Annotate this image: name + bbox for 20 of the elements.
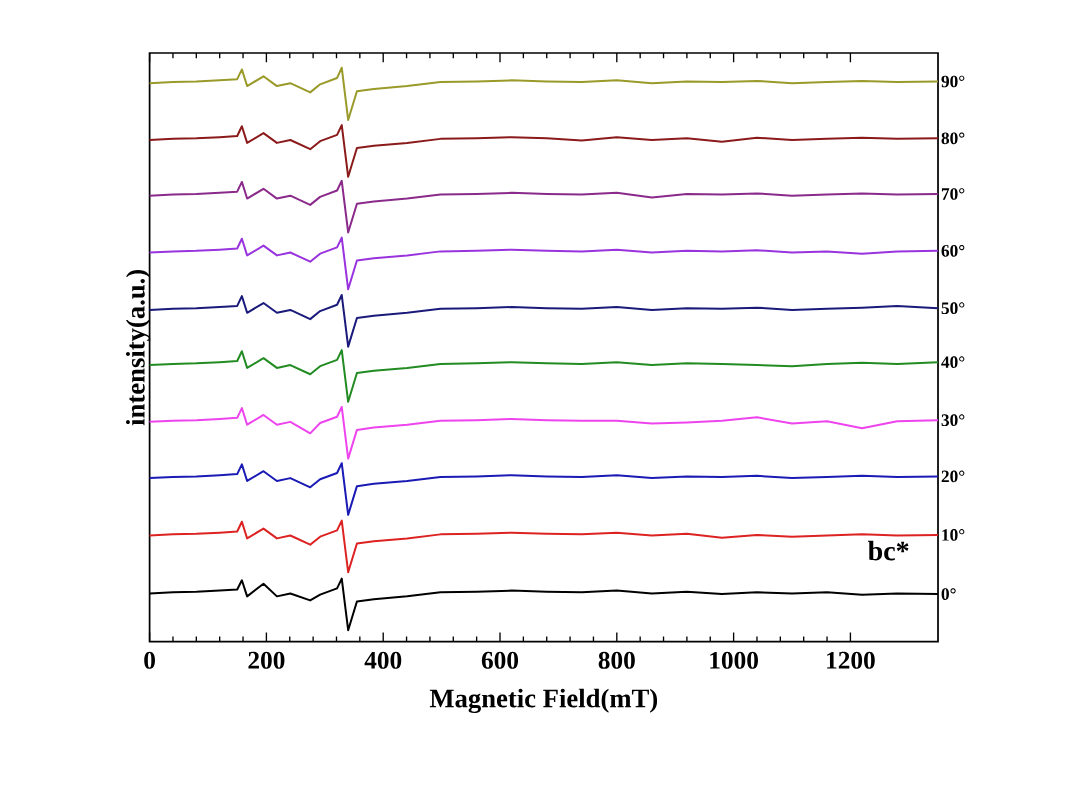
series-label: 40° xyxy=(941,356,965,369)
series-label: 20° xyxy=(941,470,965,483)
series-label: 90° xyxy=(941,75,965,88)
x-tick-label: 0 xyxy=(144,651,155,669)
series-label: 70° xyxy=(941,188,965,200)
series-label: 60° xyxy=(941,244,965,257)
x-tick-label: 1000 xyxy=(710,651,758,669)
x-tick-label: 200 xyxy=(248,651,285,669)
x-tick-label: 1200 xyxy=(827,651,875,669)
series-label: 0° xyxy=(941,588,956,600)
series-label: 30° xyxy=(941,414,965,426)
annotation: bc* xyxy=(868,540,909,561)
x-tick-label: 400 xyxy=(364,651,402,669)
y-axis-title: intensity(a.u.) xyxy=(125,270,151,426)
x-tick-label: 600 xyxy=(481,651,519,669)
x-tick-label: 800 xyxy=(598,651,635,669)
series-label: 50° xyxy=(941,302,965,315)
series-label: 10° xyxy=(942,529,965,541)
series-label: 80° xyxy=(941,132,965,145)
x-axis-title: Magnetic Field(mT) xyxy=(429,688,658,714)
